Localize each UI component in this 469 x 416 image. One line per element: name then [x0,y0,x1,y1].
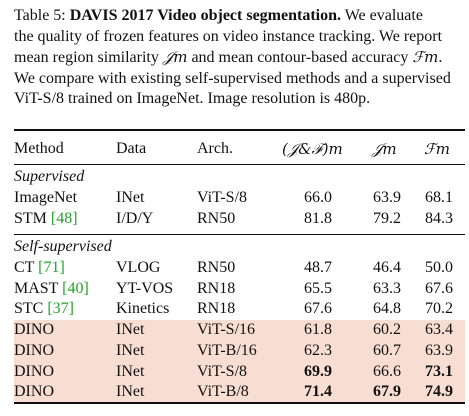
section-self-supervised: Self-supervised [14,238,112,255]
table-cell-j: 46.4 [373,259,401,276]
table-cell-jf: 66.0 [304,189,332,206]
table-cell-arch: ViT-S/8 [197,189,248,206]
table-cell-data: INet [116,383,145,401]
table-cell-method: STC [37] [14,299,74,319]
method-name: DINO [14,383,54,401]
header-rule [14,164,465,165]
method-name: DINO [14,362,54,380]
mid-rule [14,234,465,235]
table-cell-data: I/D/Y [116,210,154,227]
table-cell-j: 60.2 [373,321,401,339]
table-cell-j: 67.9 [373,383,401,401]
caption-line-3b: and mean contour-based accuracy [187,49,413,66]
table-cell-arch: RN50 [197,210,236,227]
header-j: 𝒥m [372,140,397,158]
table-cell-arch: RN18 [197,300,236,318]
citation-link[interactable]: [37] [47,300,74,318]
method-name: DINO [14,321,54,339]
caption-line-3c: . [438,49,443,66]
table-cell-arch: RN18 [197,279,236,297]
table-cell-j: 63.3 [373,279,401,297]
citation-link[interactable]: [40] [62,279,89,297]
caption-line-3a: mean region similarity [14,49,163,66]
method-name: STM [14,210,51,227]
method-name: STC [14,300,48,318]
table-cell-arch: ViT-S/8 [197,362,248,380]
table-cell-j: 64.8 [373,300,401,318]
table-cell-arch: ViT-B/8 [197,383,249,401]
table-cell-data: INet [116,362,145,380]
table-cell-method: STM [48] [14,209,78,229]
caption-line-1-rest: We evaluate [344,7,423,24]
citation-link[interactable]: [71] [38,259,65,276]
table-cell-method: MAST [40] [14,279,89,299]
header-data: Data [116,140,147,157]
header-jf: (𝒥&ℱ)m [282,140,343,158]
header-f: ℱm [424,140,451,158]
section-supervised: Supervised [14,168,85,185]
method-name: CT [14,259,39,276]
table-cell-data: INet [116,189,145,206]
table-cell-f: 84.3 [425,210,453,227]
table-cell-jf: 61.8 [304,321,332,339]
table-cell-jf: 65.5 [304,279,332,297]
table-cell-j: 63.9 [373,189,401,206]
method-name: MAST [14,279,63,297]
table-cell-f: 70.2 [425,300,453,318]
caption-title: DAVIS 2017 Video object segmentation. [69,7,342,24]
table-cell-data: YT-VOS [116,279,174,297]
caption-jm-symbol: 𝒥m [162,48,188,66]
table-cell-arch: RN50 [197,259,236,276]
table-cell-arch: ViT-B/16 [197,341,257,359]
table-cell-f: 73.1 [425,362,453,380]
header-method: Method [14,140,64,157]
table-cell-f: 63.9 [425,341,453,359]
table-cell-jf: 69.9 [304,362,332,380]
table-caption: Table 5: DAVIS 2017 Video object segment… [14,6,460,110]
citation-link[interactable]: [48] [50,210,78,227]
table-cell-j: 66.6 [373,362,401,380]
table-cell-data: INet [116,341,145,359]
caption-label: Table 5: [14,7,66,24]
table-cell-jf: 81.8 [304,210,332,227]
table-cell-data: INet [116,321,145,339]
table-cell-f: 68.1 [425,189,453,206]
method-name: DINO [14,341,54,359]
table-cell-method: DINO [14,341,54,361]
caption-line-2: the quality of frozen features on video … [14,27,443,45]
table-cell-data: Kinetics [116,300,170,318]
caption-line-1: Table 5: DAVIS 2017 Video object segment… [14,6,460,27]
table-cell-method: CT [71] [14,258,65,278]
table-cell-data: VLOG [116,259,161,276]
table-cell-j: 79.2 [373,210,401,227]
table-cell-f: 63.4 [425,321,453,339]
bottom-rule [14,402,465,404]
table-cell-jf: 48.7 [304,259,332,276]
table-cell-arch: ViT-S/16 [197,321,256,339]
table-cell-jf: 62.3 [304,341,332,359]
table-cell-j: 60.7 [373,341,401,359]
table-cell-f: 67.6 [425,279,453,297]
table-cell-method: ImageNet [14,188,77,208]
table-cell-jf: 67.6 [304,300,332,318]
method-name: ImageNet [14,189,78,206]
table-cell-method: DINO [14,320,54,340]
table-cell-f: 50.0 [425,259,453,276]
table-cell-method: DINO [14,382,54,402]
top-rule [14,129,465,131]
table-cell-method: DINO [14,362,54,382]
caption-line-4: We compare with existing self-supervised… [14,69,451,87]
caption-line-5: ViT-S/8 trained on ImageNet. Image resol… [14,90,371,107]
dino-highlight [14,320,465,402]
caption-fm-symbol: ℱm [412,48,439,66]
header-arch: Arch. [197,140,233,157]
table-cell-f: 74.9 [425,383,453,401]
caption-line-3: mean region similarity 𝒥m and mean conto… [14,47,460,69]
table-cell-jf: 71.4 [304,383,332,401]
